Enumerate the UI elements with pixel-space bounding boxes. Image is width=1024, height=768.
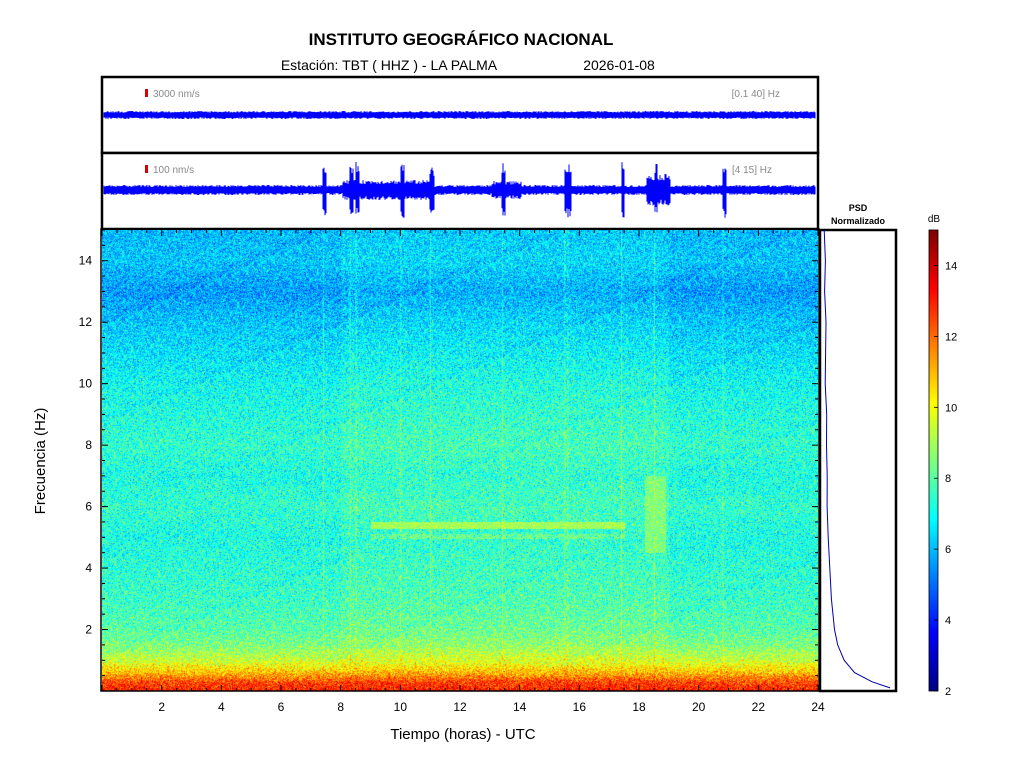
colorbar-label: dB xyxy=(928,214,941,225)
colorbar-tick-label: 4 xyxy=(945,615,951,627)
x-tick-label: 2 xyxy=(158,700,165,714)
station-label: Estación: TBT ( HHZ ) - LA PALMA xyxy=(281,57,498,73)
y-axis-label: Frecuencia (Hz) xyxy=(32,408,49,515)
x-axis-label: Tiempo (horas) - UTC xyxy=(390,726,535,743)
colorbar-frame xyxy=(928,229,939,692)
broadband-waveform xyxy=(103,111,816,119)
waveform-trace xyxy=(103,111,816,119)
x-tick-label: 22 xyxy=(752,700,766,714)
colorbar: dB 2 4 6 8 10 12 14 xyxy=(928,214,957,698)
x-tick-label: 6 xyxy=(278,700,285,714)
psd-subtitle: Normalizado xyxy=(831,216,886,226)
scale-marker-icon xyxy=(145,165,148,173)
y-tick-label: 14 xyxy=(79,254,93,268)
psd-curve xyxy=(823,229,891,689)
filtered-waveform xyxy=(103,162,816,218)
y-tick-label: 8 xyxy=(85,438,92,452)
scale-marker-icon xyxy=(145,89,148,97)
colorbar-tick-label: 6 xyxy=(945,544,951,556)
x-tick-label: 8 xyxy=(337,700,344,714)
psd-title: PSD xyxy=(849,203,868,213)
date-label: 2026-01-08 xyxy=(583,57,655,73)
colorbar-gradient xyxy=(929,230,938,691)
x-tick-label: 18 xyxy=(632,700,646,714)
x-tick-label: 16 xyxy=(573,700,587,714)
y-tick-label: 2 xyxy=(85,623,92,637)
colorbar-ticks: 2 4 6 8 10 12 14 xyxy=(934,260,957,698)
spectrogram-heatmap xyxy=(102,230,818,691)
trace-panel-filtered: 100 nm/s [4 15] Hz xyxy=(100,151,820,231)
trace-panel-broadband: 3000 nm/s [0.1 40] Hz xyxy=(100,75,820,155)
psd-frame xyxy=(818,228,898,693)
trace-band-label: [0.1 40] Hz xyxy=(732,89,780,100)
colorbar-tick-label: 8 xyxy=(945,473,951,485)
figure-title: INSTITUTO GEOGRÁFICO NACIONAL xyxy=(309,30,614,49)
y-tick-label: 4 xyxy=(85,561,92,575)
y-tick-label: 12 xyxy=(79,315,93,329)
psd-panel: PSD Normalizado xyxy=(818,203,898,693)
waveform-trace xyxy=(103,162,816,218)
y-tick-label: 6 xyxy=(85,500,92,514)
x-tick-label: 24 xyxy=(811,700,825,714)
x-tick-label: 4 xyxy=(218,700,225,714)
x-tick-label: 10 xyxy=(394,700,408,714)
y-axis: 2 4 6 8 10 12 14 xyxy=(79,229,818,692)
trace-scale-label: 3000 nm/s xyxy=(153,89,200,100)
y-tick-label: 10 xyxy=(79,377,93,391)
x-tick-label: 20 xyxy=(692,700,706,714)
colorbar-tick-label: 2 xyxy=(945,686,951,698)
colorbar-tick-label: 14 xyxy=(945,260,957,272)
trace-scale-label: 100 nm/s xyxy=(153,165,194,176)
x-axis: 2 4 6 8 10 12 14 16 18 20 22 24 xyxy=(101,230,825,714)
x-tick-label: 14 xyxy=(513,700,527,714)
colorbar-tick-label: 12 xyxy=(945,331,957,343)
colorbar-tick-label: 10 xyxy=(945,402,957,414)
x-tick-label: 12 xyxy=(453,700,467,714)
trace-band-label: [4 15] Hz xyxy=(732,165,772,176)
